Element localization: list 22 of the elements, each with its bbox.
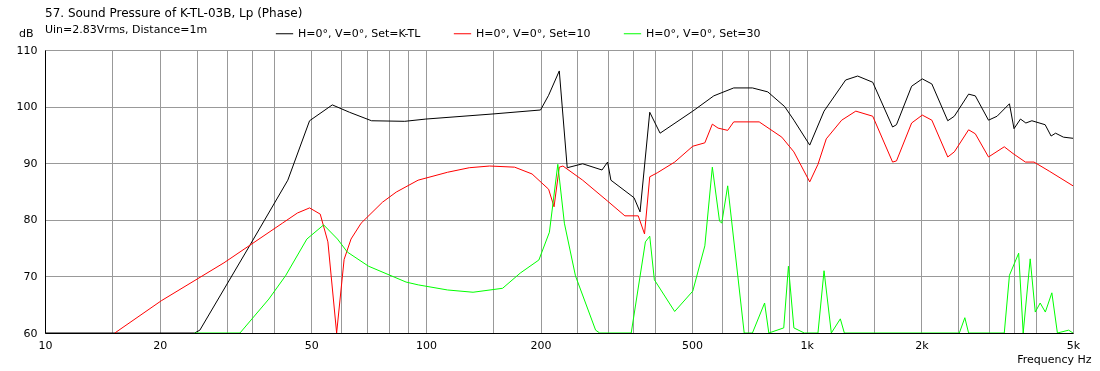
legend-label: H=0°, V=0°, Set=30 xyxy=(646,26,761,40)
x-tick-label: 10 xyxy=(38,338,53,352)
y-tick-label: 110 xyxy=(16,43,38,57)
x-tick-label: 100 xyxy=(415,338,437,352)
legend-label: H=0°, V=0°, Set=K-TL xyxy=(298,26,422,40)
chart-title: 57. Sound Pressure of K-TL-03B, Lp (Phase) xyxy=(45,6,303,20)
x-tick-label: 50 xyxy=(304,338,319,352)
legend-label: H=0°, V=0°, Set=10 xyxy=(476,26,591,40)
y-tick-label: 80 xyxy=(23,213,38,227)
y-tick-label: 100 xyxy=(16,100,38,114)
y-tick-label: 70 xyxy=(23,269,38,283)
x-axis-title: Frequency Hz xyxy=(1017,352,1092,366)
x-tick-label: 1k xyxy=(800,338,815,352)
y-tick-label: 90 xyxy=(23,156,38,170)
y-tick-label: 60 xyxy=(23,326,38,340)
chart-subtitle: Uin=2.83Vrms, Distance=1m xyxy=(45,23,208,36)
y-axis-title: dB xyxy=(18,26,34,40)
x-tick-label: 500 xyxy=(682,338,704,352)
x-tick-label: 200 xyxy=(530,338,552,352)
x-tick-label: 5k xyxy=(1066,338,1081,352)
x-tick-label: 2k xyxy=(915,338,930,352)
x-tick-label: 20 xyxy=(153,338,168,352)
